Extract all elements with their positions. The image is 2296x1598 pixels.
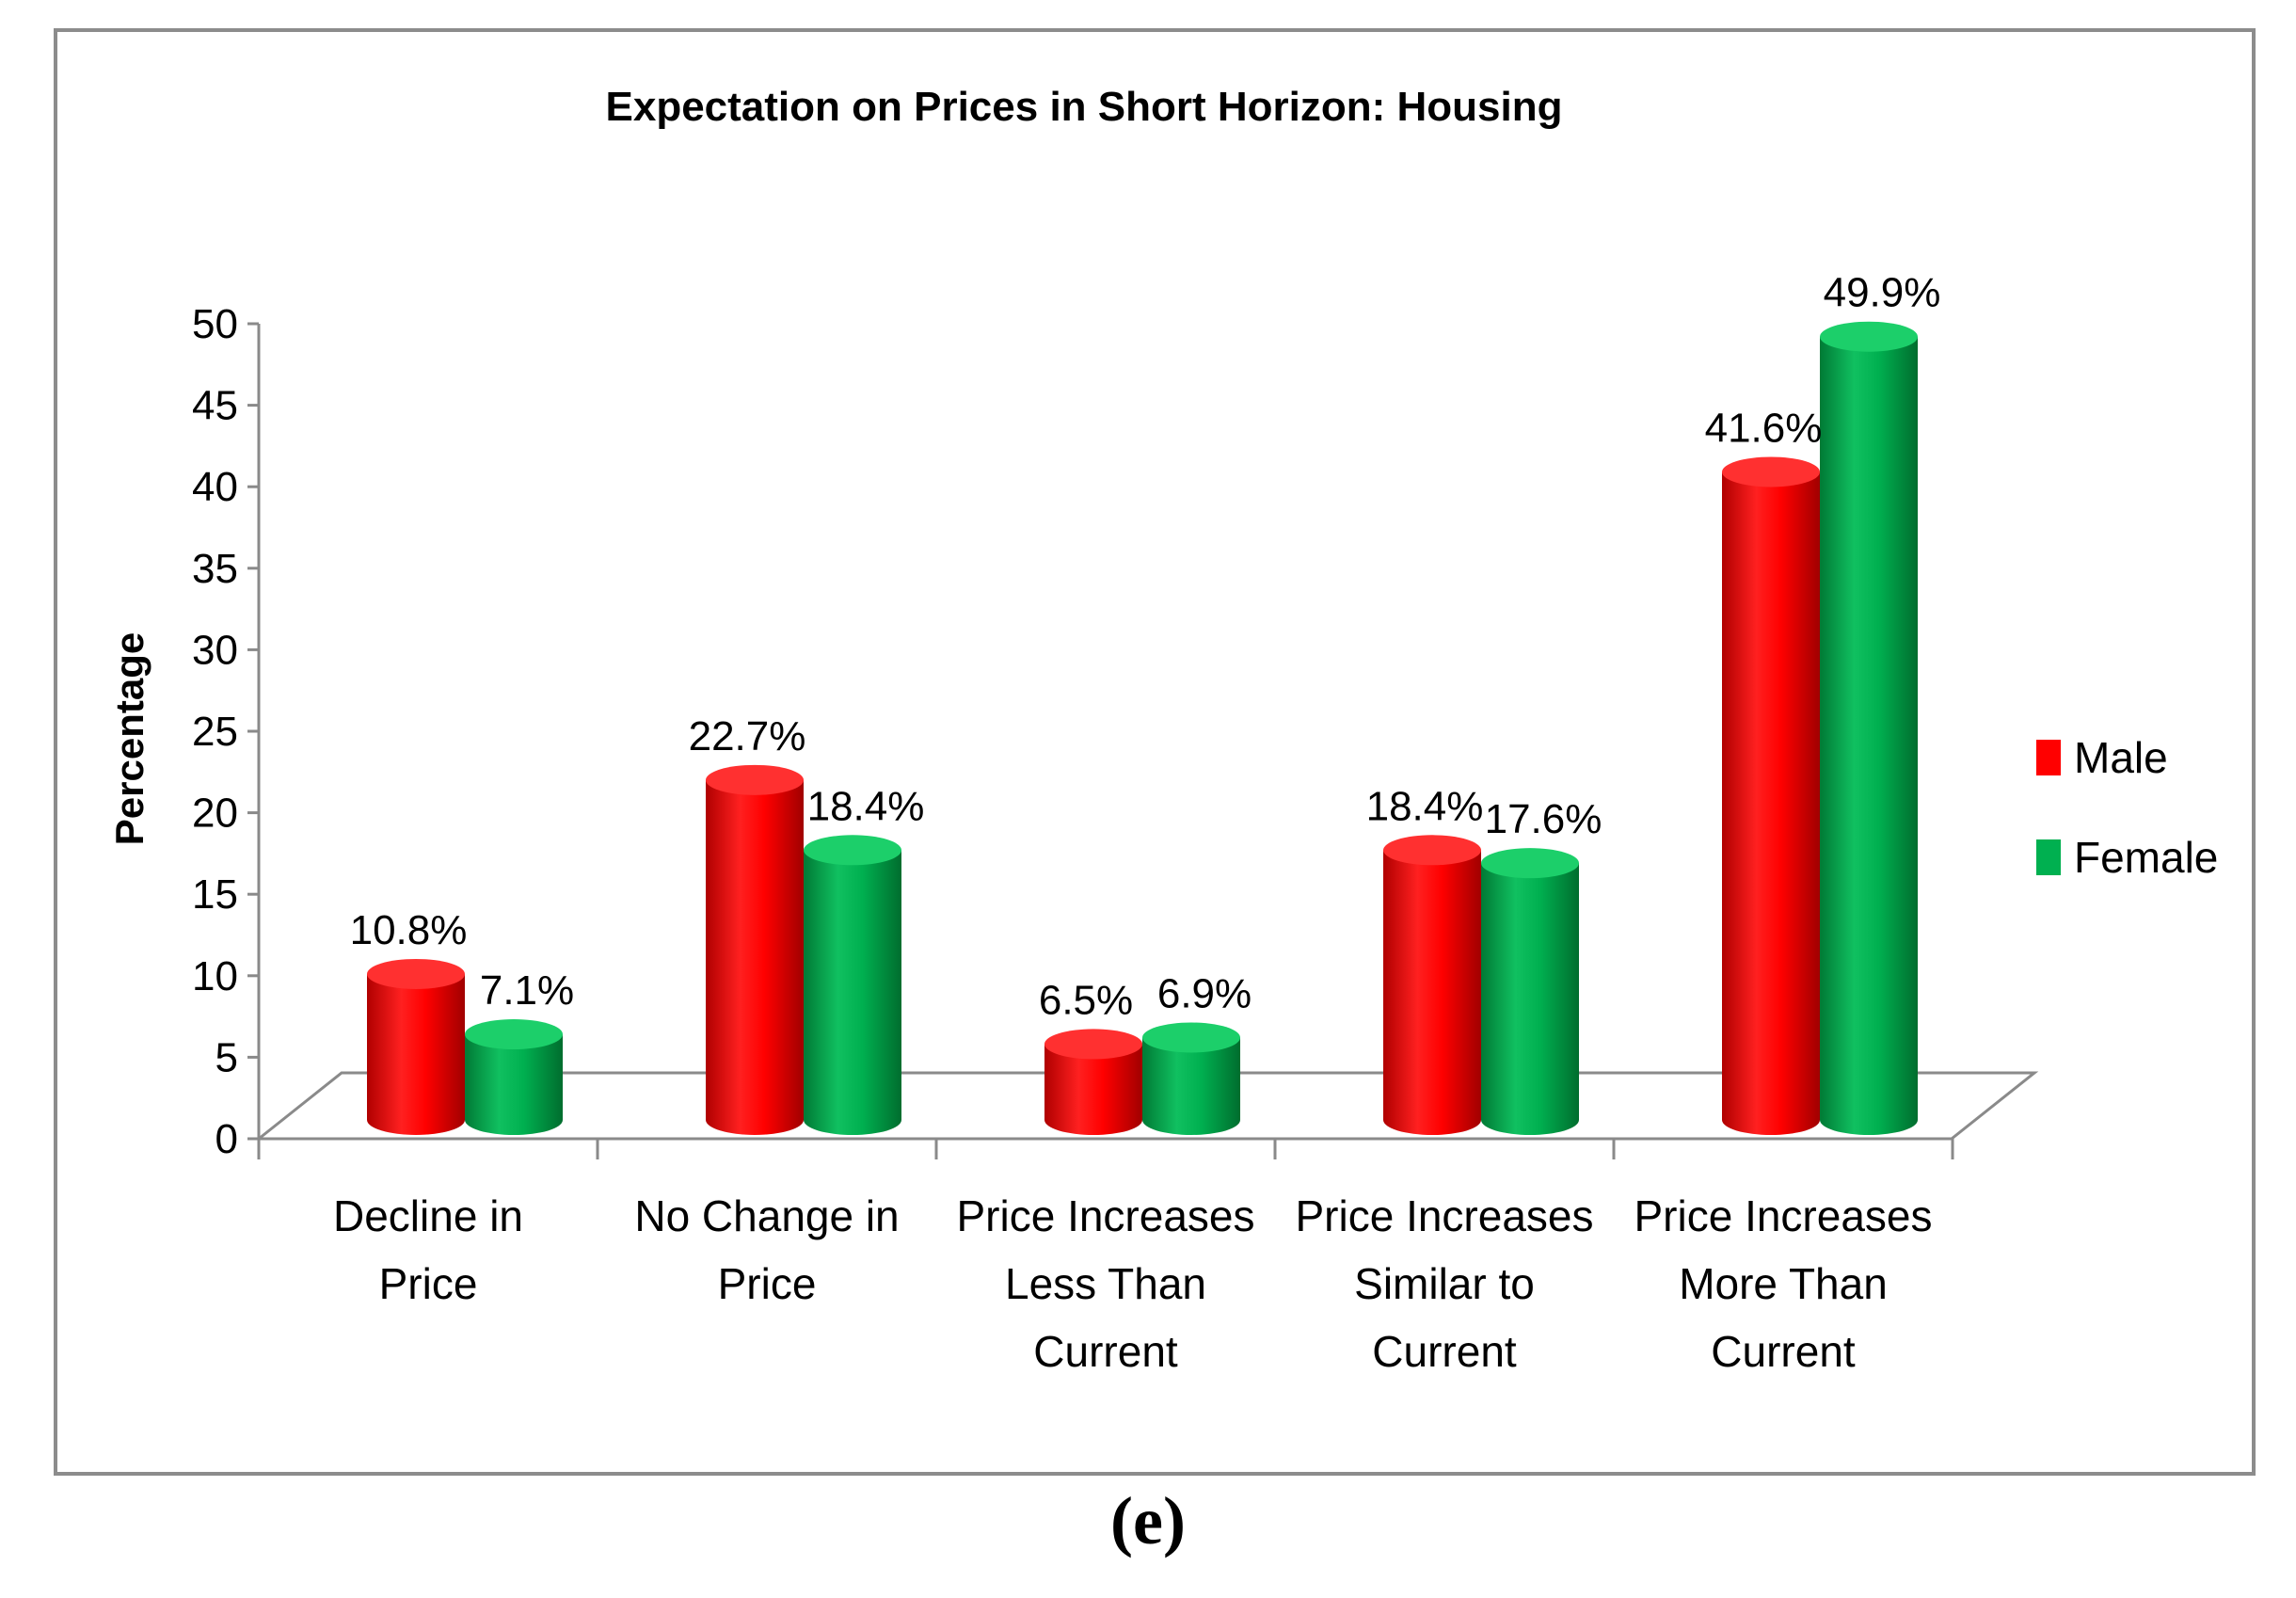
data-label-female: 17.6% [1485, 796, 1602, 842]
bar-top-female [465, 1019, 563, 1050]
data-label-female: 18.4% [807, 783, 925, 829]
x-tick-label: Price Increases Less Than Current [956, 1191, 1254, 1376]
bar-female-4 [1820, 336, 1918, 1135]
y-tick-label: 40 [192, 464, 238, 510]
data-label-female: 49.9% [1824, 270, 1941, 316]
x-tick-label: Price Increases Similar to Current [1295, 1191, 1593, 1376]
bar-female-2 [1142, 1037, 1240, 1135]
bar-top-male [1044, 1029, 1142, 1060]
figure-caption: (e) [1110, 1483, 1186, 1558]
y-tick-label: 45 [192, 383, 238, 429]
y-tick-label: 20 [192, 791, 238, 837]
bar-top-male [1722, 456, 1820, 487]
bar-top-female [1481, 848, 1579, 879]
x-tick-label: Decline in Price [333, 1191, 523, 1308]
bar-female-0 [465, 1034, 563, 1135]
bar-top-male [706, 764, 804, 795]
data-label-male: 41.6% [1705, 405, 1823, 451]
bar-female-3 [1481, 863, 1579, 1135]
legend-swatch-female [2036, 839, 2061, 875]
x-tick-label: No Change in Price [634, 1191, 899, 1308]
data-label-male: 6.5% [1039, 977, 1133, 1023]
y-tick-label: 15 [192, 871, 238, 918]
bar-male-3 [1383, 850, 1481, 1135]
y-tick-label: 25 [192, 709, 238, 755]
legend-label-female: Female [2074, 833, 2218, 882]
y-tick-label: 50 [192, 301, 238, 347]
y-tick-label: 0 [215, 1116, 238, 1162]
data-label-male: 18.4% [1366, 783, 1484, 829]
y-tick-label: 10 [192, 953, 238, 999]
bar-male-0 [367, 973, 465, 1135]
legend-label-male: Male [2074, 733, 2168, 782]
y-tick-label: 5 [215, 1034, 238, 1080]
y-tick-label: 30 [192, 627, 238, 673]
bar-male-2 [1044, 1044, 1142, 1135]
bar-male-4 [1722, 471, 1820, 1135]
bar-female-1 [804, 850, 901, 1135]
bar-top-female [1820, 321, 1918, 352]
legend-swatch-male [2036, 740, 2061, 775]
data-label-female: 6.9% [1157, 970, 1252, 1016]
x-tick-label: Price Increases More Than Current [1634, 1191, 1932, 1376]
data-label-male: 22.7% [689, 713, 806, 759]
bar-top-male [1383, 835, 1481, 866]
y-axis-label: Percentage [107, 632, 151, 845]
chart-title: Expectation on Prices in Short Horizon: … [606, 84, 1563, 130]
bar-top-female [1142, 1022, 1240, 1053]
data-label-male: 10.8% [350, 907, 468, 953]
bar-top-female [804, 835, 901, 866]
bar-male-1 [706, 779, 804, 1135]
y-tick-label: 35 [192, 546, 238, 592]
caption-letter: e [1133, 1483, 1163, 1558]
data-label-female: 7.1% [480, 967, 574, 1014]
bar-top-male [367, 958, 465, 989]
